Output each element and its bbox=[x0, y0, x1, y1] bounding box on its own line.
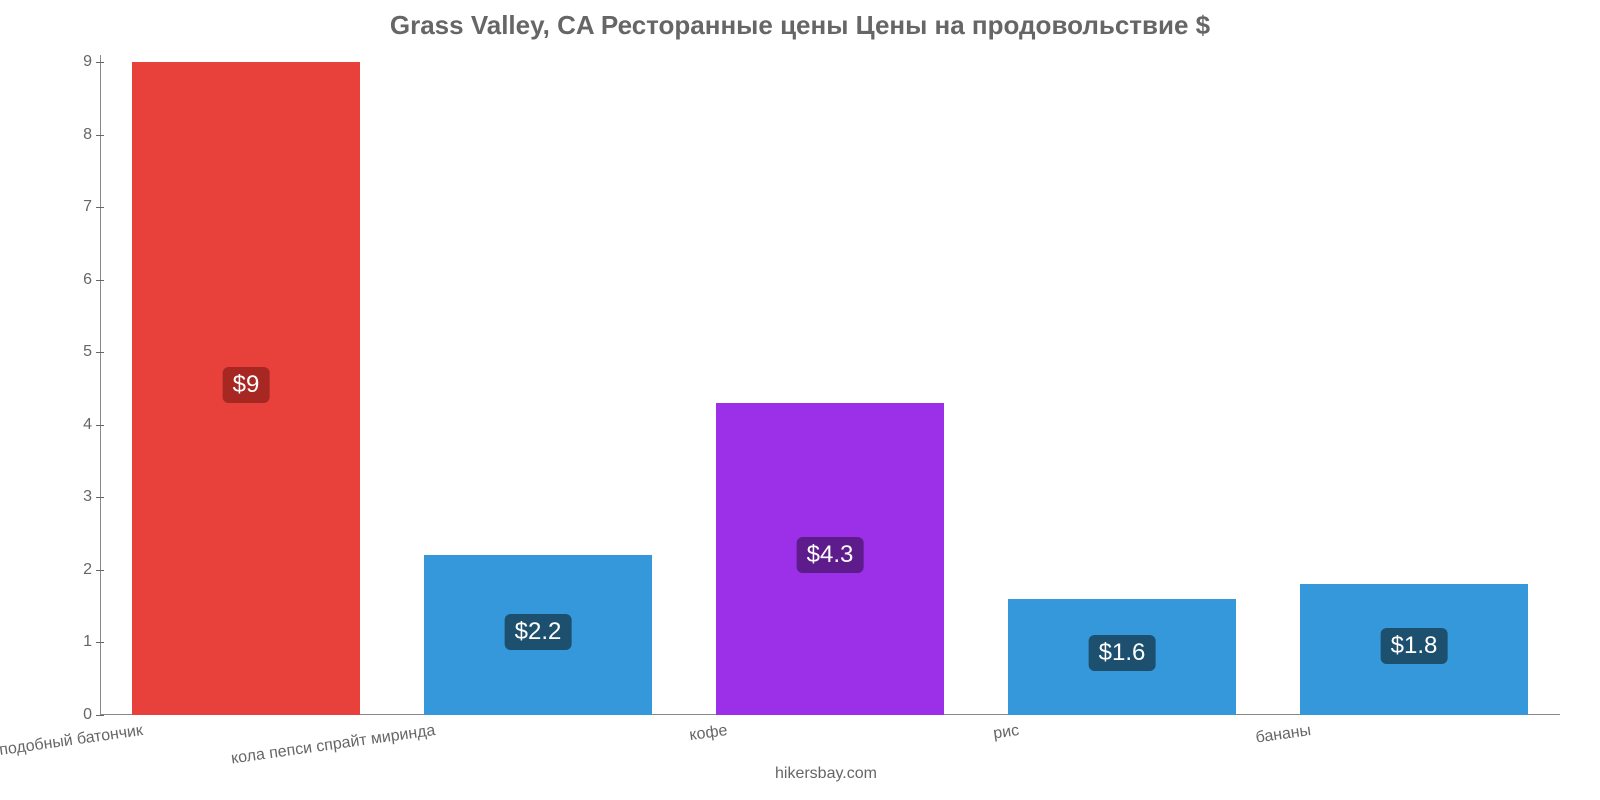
attribution-text: hikersbay.com bbox=[775, 765, 877, 783]
y-tick-label: 3 bbox=[83, 488, 92, 506]
y-tick-label: 2 bbox=[83, 561, 92, 579]
chart-title: Grass Valley, CA Ресторанные цены Цены н… bbox=[0, 0, 1600, 41]
y-tick-label: 1 bbox=[83, 633, 92, 651]
y-tick-label: 9 bbox=[83, 53, 92, 71]
y-tick-label: 0 bbox=[83, 706, 92, 724]
bar: $1.6 bbox=[1008, 599, 1236, 715]
y-tick-label: 5 bbox=[83, 343, 92, 361]
bar-value-label: $2.2 bbox=[505, 614, 572, 650]
y-tick-label: 7 bbox=[83, 198, 92, 216]
bar: $1.8 bbox=[1300, 584, 1528, 715]
bar-value-label: $4.3 bbox=[797, 537, 864, 573]
y-tick-label: 6 bbox=[83, 271, 92, 289]
bars-container: $9 $2.2 $4.3 $1.6 $1.8 bbox=[100, 55, 1560, 715]
bar: $9 bbox=[132, 62, 360, 715]
x-tick-label: бананы bbox=[1255, 722, 1313, 748]
y-tick-label: 8 bbox=[83, 126, 92, 144]
bar: $4.3 bbox=[716, 403, 944, 715]
x-tick-label: рис bbox=[993, 722, 1021, 743]
bar-value-label: $9 bbox=[223, 367, 270, 403]
x-tick-label: кола пепси спрайт миринда bbox=[230, 722, 437, 768]
y-tick-mark bbox=[96, 715, 104, 716]
y-tick-label: 4 bbox=[83, 416, 92, 434]
x-tick-label: кофе bbox=[688, 722, 728, 745]
bar-value-label: $1.8 bbox=[1381, 628, 1448, 664]
x-tick-label: mac burger king или подобный батончик bbox=[0, 722, 145, 781]
plot-area: 0123456789 $9$2.2$4.3$1.6$1.8 bbox=[100, 55, 1560, 715]
bar: $2.2 bbox=[424, 555, 652, 715]
bar-value-label: $1.6 bbox=[1089, 635, 1156, 671]
